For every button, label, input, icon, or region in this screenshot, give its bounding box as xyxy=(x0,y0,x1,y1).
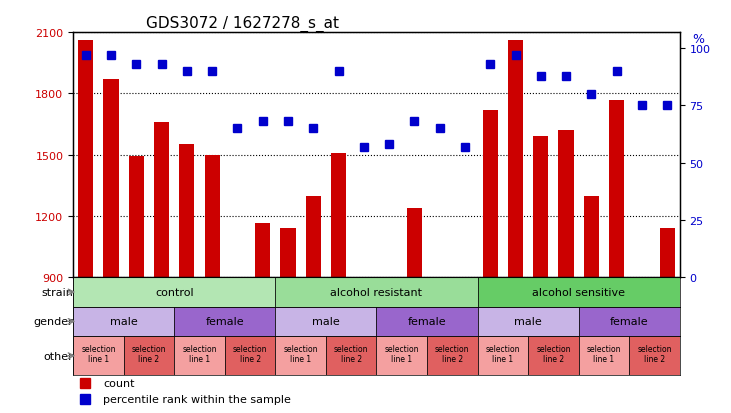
Bar xyxy=(477,278,680,307)
Text: selection
line 1: selection line 1 xyxy=(284,344,318,363)
Bar xyxy=(205,155,220,278)
Text: selection
line 2: selection line 2 xyxy=(435,344,469,363)
Text: gender: gender xyxy=(34,317,73,327)
Bar xyxy=(579,336,629,375)
Text: selection
line 2: selection line 2 xyxy=(637,344,672,363)
Text: selection
line 2: selection line 2 xyxy=(232,344,268,363)
Text: other: other xyxy=(43,351,73,361)
Text: selection
line 2: selection line 2 xyxy=(536,344,571,363)
Bar xyxy=(255,223,270,278)
Bar xyxy=(528,336,579,375)
Bar xyxy=(482,110,498,278)
Bar xyxy=(458,278,472,282)
Bar xyxy=(635,278,650,284)
Bar xyxy=(477,336,528,375)
Text: %: % xyxy=(692,33,704,46)
Bar xyxy=(154,123,169,278)
Bar xyxy=(659,229,675,278)
Bar xyxy=(508,41,523,278)
Bar xyxy=(225,336,276,375)
Text: alcohol resistant: alcohol resistant xyxy=(330,287,423,297)
Text: percentile rank within the sample: percentile rank within the sample xyxy=(104,394,292,404)
Bar xyxy=(533,137,548,278)
Text: male: male xyxy=(312,317,340,327)
Bar xyxy=(406,208,422,278)
Bar xyxy=(78,41,94,278)
Bar xyxy=(276,336,326,375)
Bar xyxy=(104,80,118,278)
Text: GDS3072 / 1627278_s_at: GDS3072 / 1627278_s_at xyxy=(146,16,339,32)
Bar xyxy=(306,196,321,278)
Text: selection
line 1: selection line 1 xyxy=(587,344,621,363)
Text: selection
line 2: selection line 2 xyxy=(132,344,166,363)
Bar xyxy=(432,278,447,284)
Text: selection
line 1: selection line 1 xyxy=(385,344,419,363)
Bar xyxy=(124,336,174,375)
Bar xyxy=(129,157,144,278)
Bar xyxy=(629,336,680,375)
Bar xyxy=(356,278,371,284)
Bar xyxy=(584,196,599,278)
Bar xyxy=(281,229,295,278)
Bar xyxy=(609,100,624,278)
Bar xyxy=(73,336,124,375)
Bar xyxy=(174,336,225,375)
Text: selection
line 1: selection line 1 xyxy=(485,344,520,363)
Bar xyxy=(382,278,397,282)
Bar xyxy=(73,307,174,336)
Bar xyxy=(558,131,574,278)
Text: selection
line 1: selection line 1 xyxy=(81,344,115,363)
Bar xyxy=(73,278,276,307)
Text: alcohol sensitive: alcohol sensitive xyxy=(532,287,625,297)
Text: count: count xyxy=(104,378,135,388)
Text: selection
line 1: selection line 1 xyxy=(182,344,217,363)
Bar xyxy=(179,145,194,278)
Bar xyxy=(276,278,477,307)
Bar xyxy=(230,278,245,286)
Bar xyxy=(427,336,477,375)
Text: male: male xyxy=(110,317,137,327)
Bar xyxy=(376,336,427,375)
Bar xyxy=(477,307,579,336)
Bar xyxy=(276,307,376,336)
Bar xyxy=(326,336,376,375)
Bar xyxy=(579,307,680,336)
Text: control: control xyxy=(155,287,194,297)
Bar xyxy=(174,307,276,336)
Bar xyxy=(376,307,477,336)
Text: female: female xyxy=(610,317,648,327)
Bar xyxy=(331,153,346,278)
Text: male: male xyxy=(515,317,542,327)
Text: selection
line 2: selection line 2 xyxy=(334,344,368,363)
Text: strain: strain xyxy=(41,287,73,297)
Text: female: female xyxy=(408,317,447,327)
Text: female: female xyxy=(205,317,244,327)
